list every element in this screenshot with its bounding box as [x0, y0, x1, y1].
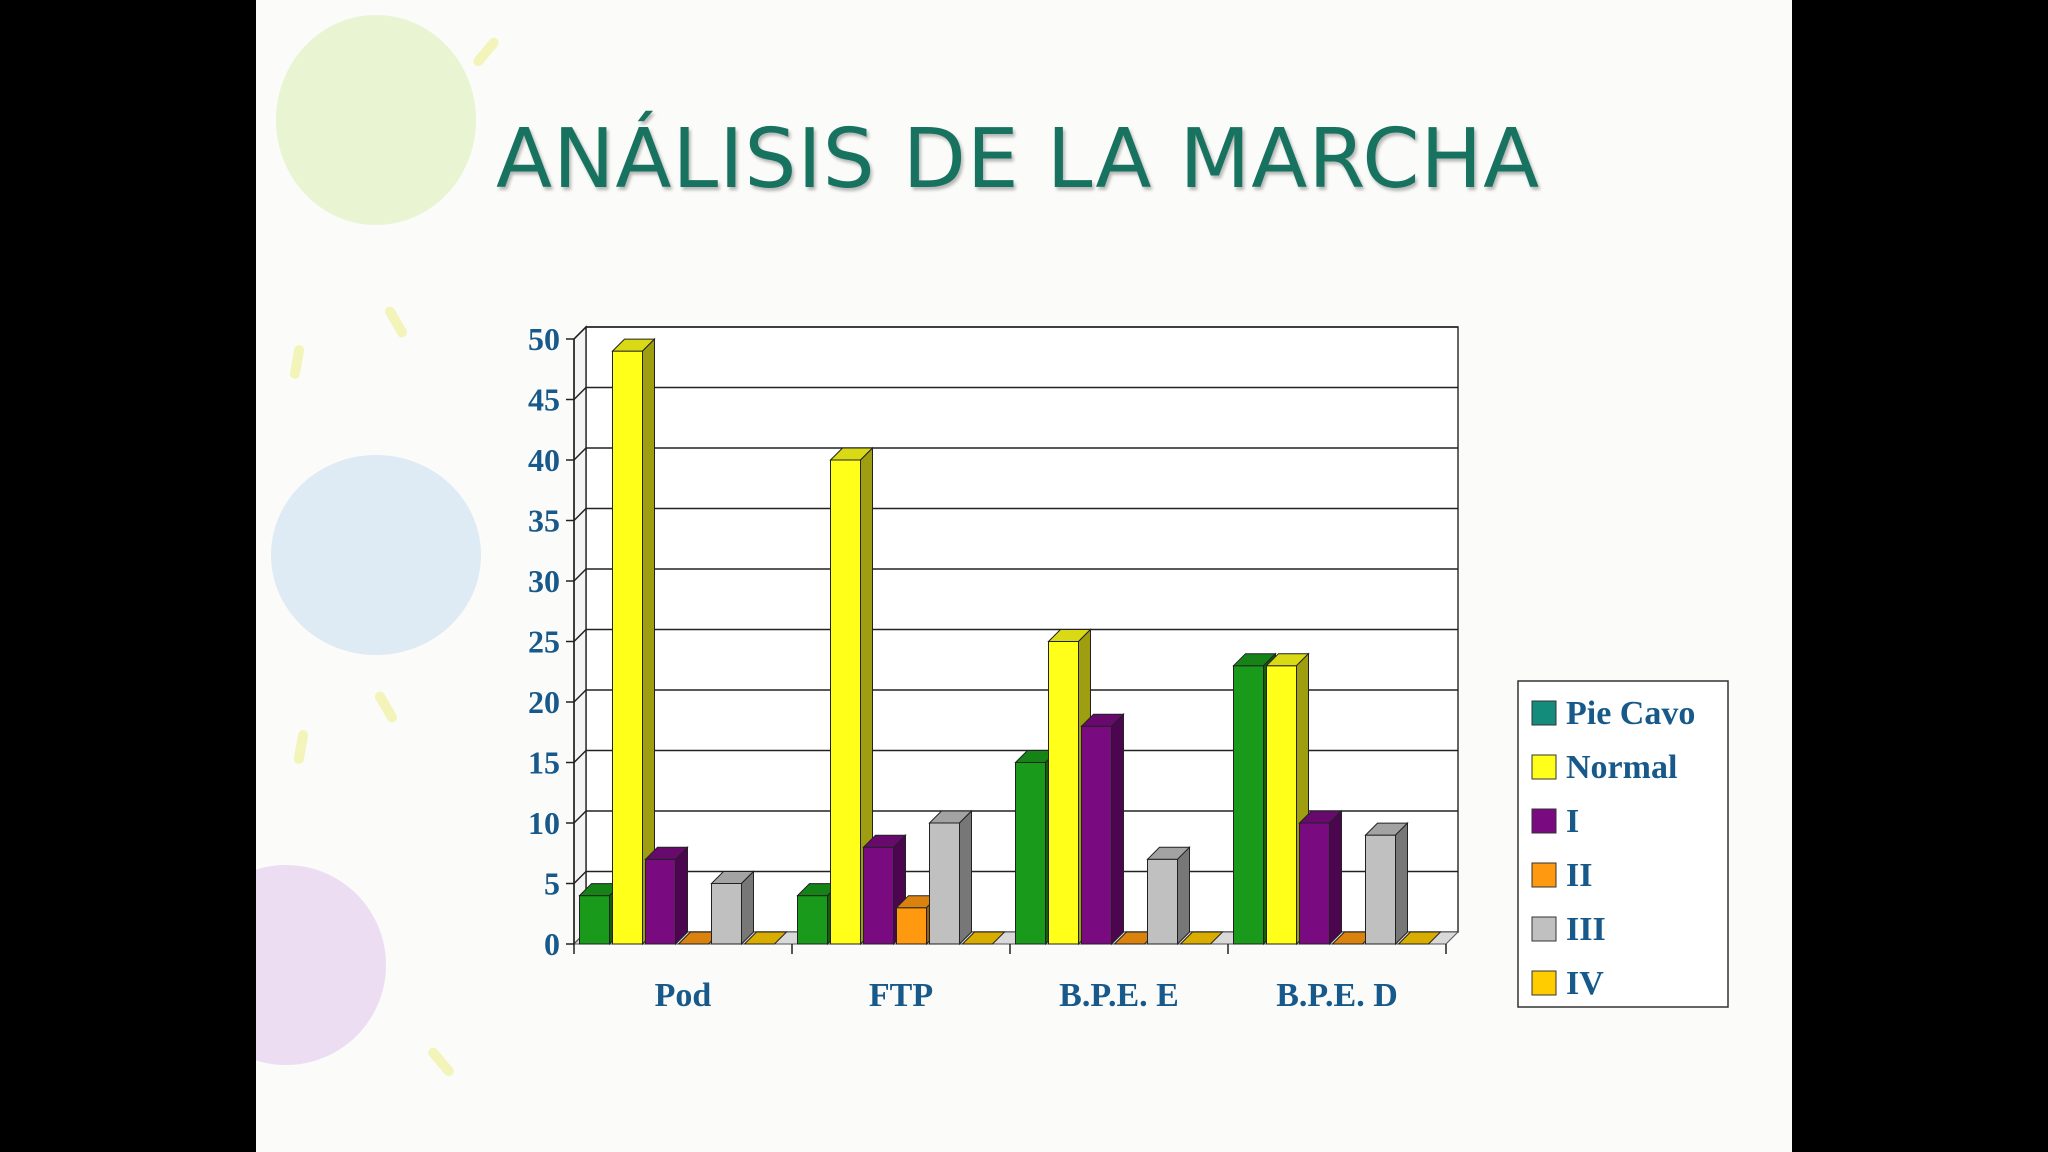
legend-box [1517, 680, 1729, 1008]
bar [928, 809, 973, 946]
y-tick-label: 30 [528, 563, 560, 599]
y-tick-label: 5 [544, 866, 560, 902]
gridline-side [573, 870, 587, 885]
bar [1080, 712, 1125, 946]
bar-chart: 0 5 10 15 20 25 30 35 40 45 50 Pod FTP B.P.E. E B.P.E… [528, 321, 1729, 1014]
x-tick-label: FTP [869, 977, 933, 1014]
bar-front [579, 895, 610, 945]
bar-front [830, 459, 861, 945]
bar [1298, 809, 1343, 946]
y-tick-label: 20 [528, 684, 560, 720]
bar-front [612, 350, 643, 945]
bar-front [896, 907, 927, 945]
bar-side [741, 870, 754, 946]
bar-side [1177, 846, 1190, 946]
x-axis: Pod FTP B.P.E. E B.P.E. D [573, 944, 1447, 1014]
legend-swatch [1531, 862, 1557, 888]
bar [743, 931, 788, 945]
x-tick-label: B.P.E. E [1059, 977, 1179, 1014]
bar-front [1365, 834, 1396, 945]
legend-label: Normal [1566, 749, 1677, 786]
slide: ANÁLISIS DE LA MARCHA 0 5 10 15 20 25 30 35 40 45… [256, 0, 1792, 1152]
bar-top [1397, 931, 1442, 945]
legend-label: I [1566, 803, 1579, 840]
x-tick-label: Pod [655, 977, 712, 1014]
legend-label: III [1566, 911, 1606, 948]
x-tick-label: B.P.E. D [1276, 977, 1398, 1014]
legend-label: II [1566, 857, 1592, 894]
bar-front [1233, 665, 1264, 945]
gridline-side [573, 749, 587, 764]
bar [644, 846, 689, 946]
gridline-side [573, 689, 587, 703]
bar-side [959, 809, 972, 946]
bar-top [961, 931, 1006, 945]
y-tick-label: 10 [528, 805, 560, 841]
y-tick-label: 35 [528, 503, 560, 539]
bar-side [1395, 821, 1408, 946]
y-tick-label: 0 [544, 926, 560, 962]
y-tick-label: 40 [528, 442, 560, 478]
bar [1397, 931, 1442, 945]
y-tick-label: 50 [528, 321, 560, 357]
bar-front [1048, 641, 1079, 945]
bar [1364, 821, 1409, 946]
gridline-side [573, 507, 587, 522]
bar-top [743, 931, 788, 945]
gridline-side [573, 628, 587, 643]
y-tick-label: 15 [528, 745, 560, 781]
legend-label: Pie Cavo [1566, 695, 1695, 732]
legend-swatch [1531, 700, 1557, 726]
bar [829, 446, 874, 946]
legend-swatch [1531, 808, 1557, 834]
y-axis: 0 5 10 15 20 25 30 35 40 45 50 [528, 321, 575, 962]
legend-swatch [1531, 970, 1557, 996]
bar [611, 337, 656, 946]
bar-front [797, 895, 828, 945]
bar [1146, 846, 1191, 946]
bar-side [675, 846, 688, 946]
bar [961, 931, 1006, 945]
slide-title: ANÁLISIS DE LA MARCHA [496, 112, 1541, 207]
legend-swatch [1531, 916, 1557, 942]
y-tick-label: 45 [528, 382, 560, 418]
bar-front [863, 846, 894, 945]
bar [1331, 931, 1376, 945]
bar [1179, 931, 1224, 945]
y-tick-label: 25 [528, 624, 560, 660]
gridline-side [573, 568, 587, 582]
bar-side [1111, 712, 1124, 946]
legend-swatch [1531, 754, 1557, 780]
bar-front [1081, 725, 1112, 945]
balloon-blue-decoration [271, 455, 481, 655]
bar-front [1147, 858, 1178, 945]
bar-front [1299, 822, 1330, 945]
bar-front [1015, 762, 1046, 945]
bar-front [929, 822, 960, 945]
balloon-green-decoration [276, 15, 476, 225]
bar-front [711, 883, 742, 945]
bar-front [645, 858, 676, 945]
gridline-side [573, 447, 587, 461]
bar-top [1179, 931, 1224, 945]
bars [578, 337, 1442, 946]
bar-side [1329, 809, 1342, 946]
gridline-side [573, 810, 587, 824]
gridline-side [573, 326, 587, 340]
bar [710, 870, 755, 946]
bar-front [1266, 665, 1297, 945]
gridline-side [573, 386, 587, 401]
legend-label: IV [1566, 965, 1604, 1002]
